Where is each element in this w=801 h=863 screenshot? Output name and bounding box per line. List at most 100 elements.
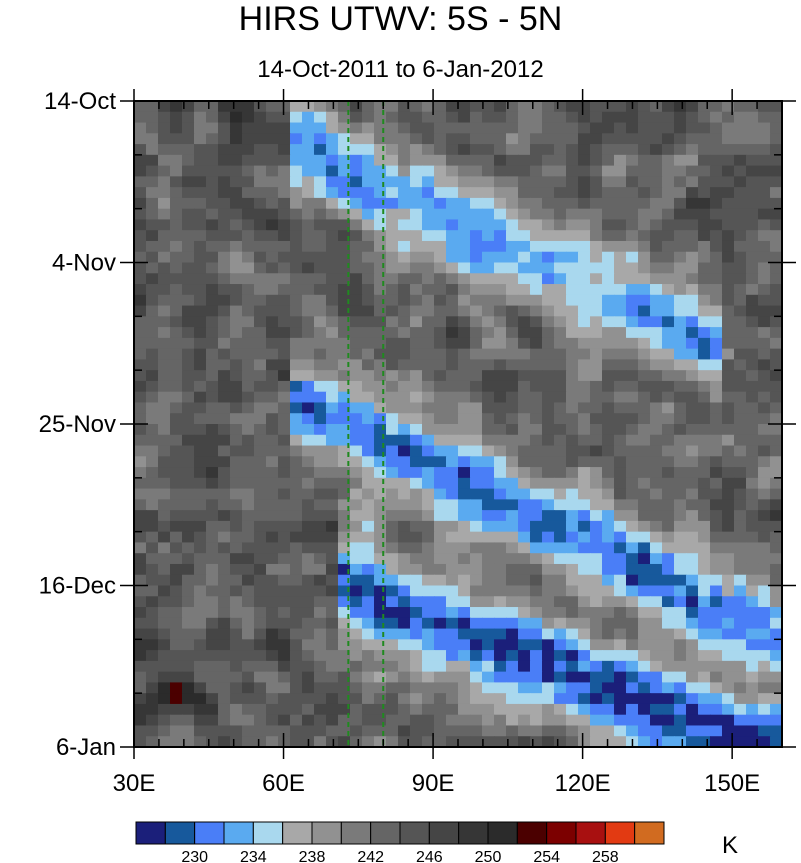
field-cell: [194, 154, 207, 167]
field-cell: [314, 413, 327, 425]
field-cell: [326, 337, 339, 350]
field-cell: [482, 305, 495, 317]
colorbar-swatch: [428, 821, 460, 845]
field-cell: [134, 596, 147, 608]
field-cell: [254, 111, 267, 124]
field-cell: [710, 187, 723, 199]
field-cell: [770, 348, 782, 360]
field-cell: [602, 520, 615, 533]
field-cell: [578, 510, 591, 522]
field-cell: [494, 316, 507, 328]
field-cell: [746, 585, 759, 597]
field-cell: [614, 477, 627, 490]
field-cell: [374, 284, 387, 296]
field-cell: [722, 165, 735, 177]
field-cell: [758, 154, 771, 167]
field-cell: [434, 445, 447, 457]
field-cell: [182, 703, 195, 716]
field-cell: [710, 531, 723, 544]
field-cell: [458, 251, 471, 264]
field-cell: [770, 273, 782, 285]
field-cell: [434, 413, 447, 425]
field-cell: [578, 520, 591, 533]
field-cell: [482, 187, 495, 199]
field-cell: [326, 563, 339, 576]
field-cell: [614, 316, 627, 328]
field-cell: [698, 327, 711, 339]
field-cell: [734, 251, 747, 264]
field-cell: [158, 327, 171, 339]
field-cell: [758, 144, 771, 156]
field-cell: [470, 251, 483, 264]
field-cell: [182, 596, 195, 608]
field-cell: [734, 725, 747, 737]
field-cell: [758, 122, 771, 134]
field-cell: [506, 736, 519, 747]
field-cell: [254, 693, 267, 705]
field-cell: [770, 574, 782, 587]
field-cell: [578, 563, 591, 576]
field-cell: [506, 574, 519, 587]
field-cell: [230, 499, 243, 511]
field-cell: [170, 337, 183, 350]
field-cell: [398, 219, 411, 231]
field-cell: [422, 101, 435, 113]
field-cell: [158, 219, 171, 231]
field-cell: [422, 359, 435, 371]
field-cell: [506, 391, 519, 404]
field-cell: [278, 456, 291, 468]
field-cell: [578, 337, 591, 350]
field-cell: [182, 240, 195, 253]
field-cell: [314, 434, 327, 447]
field-cell: [482, 671, 495, 683]
field-cell: [134, 671, 147, 683]
field-cell: [362, 617, 375, 630]
field-cell: [230, 187, 243, 199]
field-cell: [602, 165, 615, 177]
field-cell: [734, 424, 747, 436]
field-cell: [554, 553, 567, 565]
field-cell: [542, 144, 555, 156]
field-cell: [362, 327, 375, 339]
field-cell: [170, 208, 183, 221]
field-cell: [386, 574, 399, 587]
field-cell: [266, 563, 279, 576]
field-cell: [386, 111, 399, 124]
field-cell: [578, 682, 591, 694]
field-cell: [746, 219, 759, 231]
field-cell: [542, 424, 555, 436]
field-cell: [326, 693, 339, 705]
field-cell: [290, 456, 303, 468]
field-cell: [338, 596, 351, 608]
field-cell: [290, 553, 303, 565]
field-cell: [698, 499, 711, 511]
field-cell: [410, 337, 423, 350]
field-cell: [338, 370, 351, 382]
field-cell: [326, 273, 339, 285]
field-cell: [170, 520, 183, 533]
field-cell: [590, 294, 603, 307]
field-cell: [278, 682, 291, 694]
field-cell: [398, 230, 411, 242]
field-cell: [290, 682, 303, 694]
field-cell: [470, 499, 483, 511]
field-cell: [746, 144, 759, 156]
field-cell: [722, 682, 735, 694]
field-cell: [518, 197, 531, 210]
field-cell: [362, 499, 375, 511]
field-cell: [218, 671, 231, 683]
field-cell: [470, 101, 483, 113]
field-cell: [626, 434, 639, 447]
field-cell: [266, 402, 279, 414]
field-cell: [302, 596, 315, 608]
field-cell: [374, 262, 387, 274]
field-cell: [350, 305, 363, 317]
field-cell: [554, 467, 567, 479]
field-cell: [650, 348, 663, 360]
field-cell: [386, 337, 399, 350]
field-cell: [386, 693, 399, 705]
field-cell: [626, 671, 639, 683]
field-cell: [182, 262, 195, 274]
field-cell: [410, 348, 423, 360]
